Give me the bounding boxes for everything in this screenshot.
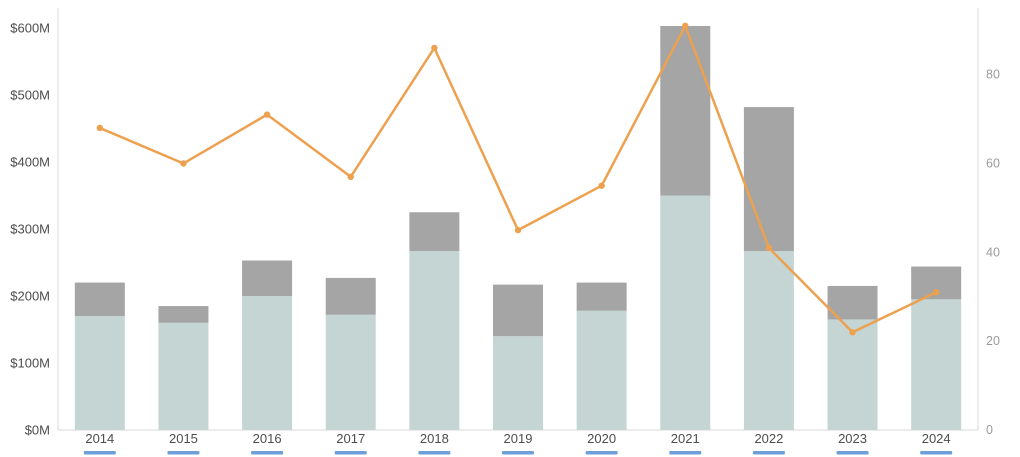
x-axis-tick-label: 2018: [420, 431, 449, 446]
left-axis-tick-label: $0M: [25, 423, 50, 438]
x-axis-tick-label: 2019: [504, 431, 533, 446]
category-marker: [585, 451, 618, 455]
bar-segment-top[interactable]: [409, 212, 460, 252]
left-axis-tick-label: $600M: [10, 21, 50, 36]
line-point-marker[interactable]: [514, 226, 522, 234]
left-axis-tick-label: $100M: [10, 356, 50, 371]
bar-segment-top[interactable]: [743, 107, 794, 252]
x-axis-tick-label: 2016: [253, 431, 282, 446]
right-axis-tick-label: 20: [986, 334, 1000, 348]
bar-segment-bottom[interactable]: [242, 296, 293, 430]
category-marker: [418, 451, 451, 455]
category-marker: [669, 451, 702, 455]
line-point-marker[interactable]: [180, 160, 187, 167]
line-point-marker[interactable]: [932, 289, 940, 296]
right-axis-tick-label: 0: [986, 423, 993, 437]
line-point-marker[interactable]: [849, 329, 856, 336]
x-axis-tick-label: 2021: [671, 431, 700, 446]
x-axis-tick-label: 2015: [169, 431, 198, 446]
bar-segment-bottom[interactable]: [158, 322, 209, 430]
category-marker: [920, 451, 953, 455]
bar-segment-bottom[interactable]: [743, 251, 794, 430]
bar-segment-bottom[interactable]: [409, 251, 460, 430]
x-axis-tick-label: 2024: [922, 431, 951, 446]
bar-segment-top[interactable]: [74, 282, 125, 317]
category-marker: [251, 451, 284, 455]
left-axis-tick-label: $300M: [10, 222, 50, 237]
x-axis-tick-label: 2017: [336, 431, 365, 446]
category-marker: [502, 451, 534, 455]
x-axis-tick-label: 2022: [754, 431, 783, 446]
line-point-marker[interactable]: [347, 173, 354, 180]
bar-segment-top[interactable]: [493, 284, 543, 337]
bar-segment-bottom[interactable]: [325, 314, 376, 430]
left-axis-tick-label: $500M: [10, 88, 50, 103]
left-axis-tick-label: $400M: [10, 155, 50, 170]
bar-segment-bottom[interactable]: [827, 319, 878, 430]
line-point-marker[interactable]: [96, 124, 104, 132]
left-axis-tick-label: $200M: [10, 289, 50, 304]
x-axis-tick-label: 2014: [85, 431, 114, 446]
bar-segment-bottom[interactable]: [493, 336, 543, 430]
bar-segment-top[interactable]: [660, 25, 711, 196]
x-axis-tick-label: 2023: [838, 431, 867, 446]
category-marker: [334, 451, 367, 455]
line-point-marker[interactable]: [682, 22, 689, 29]
line-point-marker[interactable]: [598, 182, 605, 189]
bar-segment-top[interactable]: [158, 306, 209, 323]
category-marker: [836, 451, 869, 455]
bar-segment-top[interactable]: [242, 260, 293, 296]
bar-segment-top[interactable]: [325, 277, 376, 315]
x-axis-tick-label: 2020: [587, 431, 616, 446]
line-point-marker[interactable]: [431, 44, 438, 52]
line-point-marker[interactable]: [765, 244, 773, 252]
category-marker: [752, 451, 785, 455]
right-axis-tick-label: 60: [986, 156, 1000, 170]
line-point-marker[interactable]: [263, 111, 271, 118]
bar-segment-bottom[interactable]: [576, 310, 627, 430]
bar-segment-bottom[interactable]: [660, 195, 711, 431]
right-axis-tick-label: 80: [986, 68, 1000, 82]
right-axis-tick-label: 40: [986, 245, 1000, 259]
category-marker: [167, 451, 200, 455]
bar-segment-bottom[interactable]: [74, 316, 125, 430]
bar-segment-top[interactable]: [576, 282, 627, 311]
bar-segment-bottom[interactable]: [911, 299, 962, 430]
category-marker: [83, 451, 116, 455]
